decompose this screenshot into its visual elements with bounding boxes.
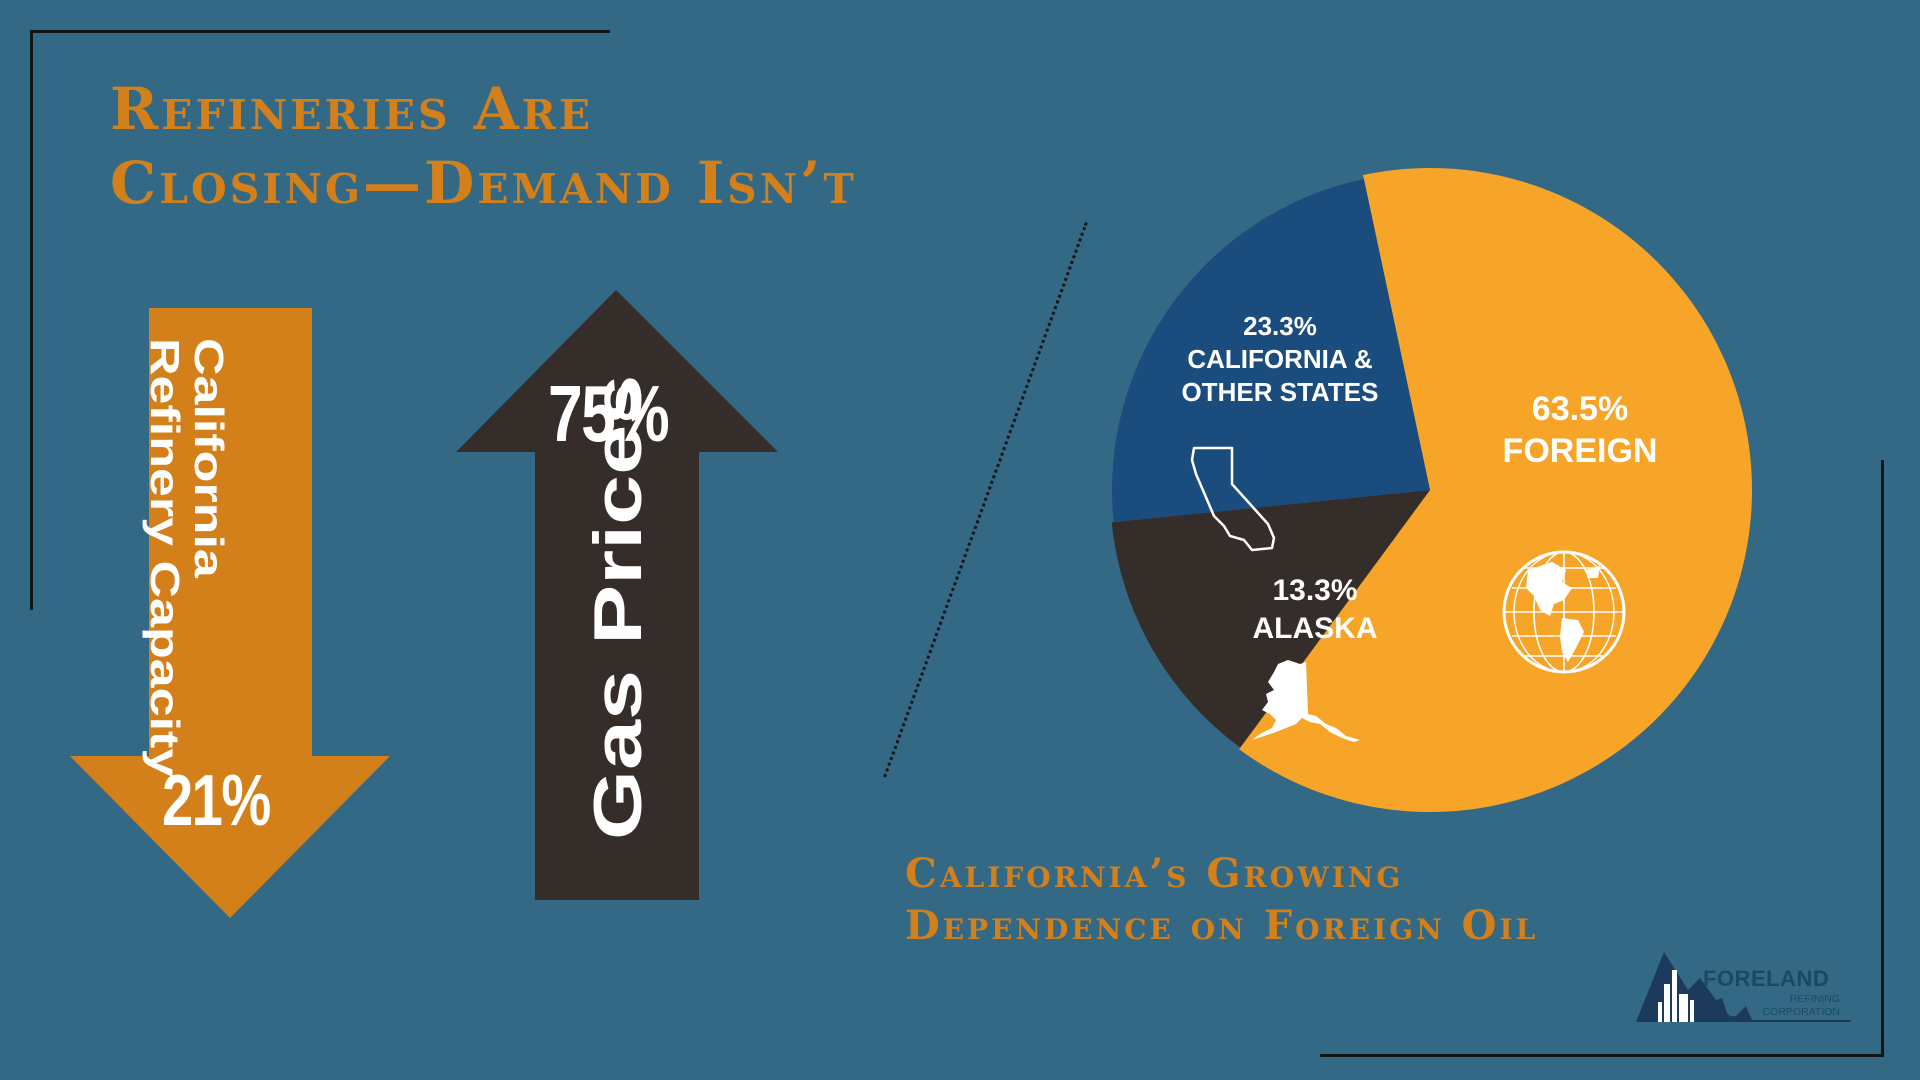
slice-name-california-line2: OTHER STATES (1181, 377, 1379, 407)
page-title-line1: Refineries Are (110, 75, 594, 143)
slice-label-alaska: 13.3% ALASKA (1230, 572, 1400, 648)
slice-label-california: 23.3% CALIFORNIA & OTHER STATES (1160, 310, 1400, 409)
logo-sub-line1: REFINING (1789, 993, 1840, 1005)
logo-name: FORELAND (1703, 966, 1830, 991)
slice-name-alaska: ALASKA (1252, 612, 1378, 645)
logo-sub-line2: CORPORATION (1762, 1006, 1840, 1018)
frame-line-left (30, 30, 33, 610)
down-arrow-percent: 21% (162, 761, 271, 841)
frame-line-right (1881, 460, 1884, 1057)
chart-title: California’s Growing Dependence on Forei… (905, 848, 1538, 952)
slice-value-foreign: 63.5% (1531, 390, 1629, 428)
up-arrow-percent: 75% (548, 369, 670, 458)
california-map-icon (1190, 446, 1276, 552)
up-arrow-label: Gas Prices (580, 374, 656, 840)
slice-value-california: 23.3% (1243, 311, 1317, 341)
globe-icon (1502, 550, 1626, 674)
chart-title-line1: California’s Growing (905, 850, 1404, 897)
page-title-line2: Closing—Demand Isn’t (110, 149, 857, 217)
slice-name-california-line1: CALIFORNIA & (1187, 344, 1373, 374)
chart-title-line2: Dependence on Foreign Oil (905, 902, 1539, 949)
frame-line-top (30, 30, 610, 33)
logo-subtitle: REFINING CORPORATION (1735, 993, 1840, 1019)
up-arrow (456, 290, 778, 900)
frame-line-bottom (1320, 1054, 1884, 1057)
pie-chart (1111, 167, 1753, 813)
up-arrow-shape (456, 290, 778, 900)
page-title: Refineries Are Closing—Demand Isn’t (110, 72, 857, 220)
down-arrow (70, 308, 390, 918)
pie-slice-california-other-states (1112, 178, 1430, 523)
down-arrow-shape (70, 308, 390, 918)
down-arrow-label-line1: California (185, 338, 231, 578)
alaska-map-icon (1252, 660, 1360, 742)
dotted-divider (883, 222, 1091, 779)
down-arrow-label: California Refinery Capacity (141, 338, 231, 778)
down-arrow-label-line2: Refinery Capacity (141, 338, 188, 778)
slice-value-alaska: 13.3% (1272, 574, 1358, 607)
slice-name-foreign: FOREIGN (1502, 432, 1658, 470)
pie-slice-alaska (1111, 490, 1430, 748)
pie-slice-foreign (1239, 167, 1753, 813)
foreland-logo-icon (1636, 952, 1851, 1022)
slice-label-foreign: 63.5% FOREIGN (1480, 388, 1680, 472)
